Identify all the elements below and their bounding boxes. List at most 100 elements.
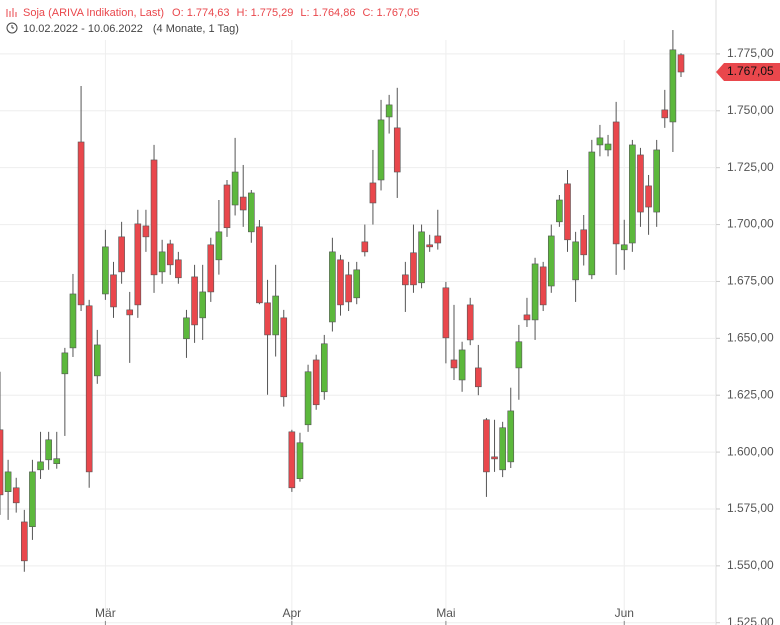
candle-body bbox=[393, 127, 401, 173]
candle-body bbox=[466, 304, 474, 341]
candle-body bbox=[29, 471, 36, 528]
candle-body bbox=[37, 461, 44, 471]
candle-body bbox=[45, 439, 52, 461]
period: (4 Monate, 1 Tag) bbox=[153, 23, 239, 35]
candle-body bbox=[515, 341, 523, 369]
candle-body bbox=[207, 244, 215, 293]
candle-body bbox=[102, 246, 109, 295]
candle-body bbox=[645, 185, 652, 208]
candle-body bbox=[402, 274, 409, 286]
candle-body bbox=[69, 293, 77, 349]
candle-body bbox=[564, 183, 571, 241]
y-tick-label: 1.625,00 bbox=[727, 387, 774, 401]
candle-body bbox=[604, 143, 612, 151]
candle-body bbox=[312, 359, 320, 406]
candle-body bbox=[304, 371, 312, 426]
candle-body bbox=[377, 119, 385, 181]
candle-body bbox=[612, 121, 620, 245]
candle-body bbox=[539, 266, 547, 306]
x-tick-label: Mär bbox=[95, 606, 116, 620]
candle-body bbox=[507, 410, 515, 463]
candle-body bbox=[588, 151, 596, 276]
y-tick-label: 1.775,00 bbox=[727, 46, 774, 60]
clock-icon bbox=[6, 22, 18, 34]
candle-body bbox=[677, 54, 685, 73]
y-tick-label: 1.650,00 bbox=[727, 330, 774, 344]
candle-body bbox=[77, 141, 85, 306]
candle-body bbox=[158, 251, 166, 273]
candle-body bbox=[134, 223, 142, 306]
candle-body bbox=[499, 427, 506, 471]
y-tick-label: 1.750,00 bbox=[727, 103, 774, 117]
candle-body bbox=[661, 109, 669, 119]
y-tick-label: 1.575,00 bbox=[727, 501, 774, 515]
candle-body bbox=[434, 235, 442, 244]
candle-body bbox=[110, 274, 117, 308]
candle-body bbox=[596, 137, 604, 146]
candle-body bbox=[385, 104, 393, 118]
candle-body bbox=[166, 243, 174, 266]
last-price-marker bbox=[716, 63, 780, 82]
last-price-label: 1.767,05 bbox=[727, 64, 774, 78]
candle-body bbox=[426, 244, 433, 248]
candle-body bbox=[0, 429, 4, 496]
candle-body bbox=[458, 349, 466, 381]
candle-body bbox=[85, 305, 93, 473]
candle-body bbox=[410, 252, 417, 286]
candle-body bbox=[620, 244, 628, 251]
candle-body bbox=[669, 49, 677, 123]
candle-body bbox=[580, 229, 588, 256]
candle-body bbox=[572, 241, 579, 281]
candle-body bbox=[556, 199, 563, 223]
y-tick-label: 1.550,00 bbox=[727, 558, 774, 572]
candle-body bbox=[231, 171, 239, 206]
candle-body bbox=[264, 302, 271, 336]
candle-body bbox=[329, 251, 336, 323]
candle-body bbox=[337, 259, 344, 306]
x-tick-label: Jun bbox=[615, 606, 634, 620]
candle-body bbox=[531, 263, 539, 321]
candle-body bbox=[118, 236, 125, 273]
y-tick-label: 1.700,00 bbox=[727, 217, 774, 231]
ohlc-value: L: 1.764,86 bbox=[300, 7, 355, 19]
candle-body bbox=[93, 344, 101, 377]
candle-body bbox=[183, 317, 190, 340]
x-tick-label: Mai bbox=[436, 606, 455, 620]
candle-body bbox=[223, 184, 231, 229]
candle-body bbox=[248, 192, 255, 233]
x-tick-label: Apr bbox=[283, 606, 302, 620]
y-tick-label: 1.725,00 bbox=[727, 160, 774, 174]
candle-body bbox=[296, 442, 304, 480]
candle-body bbox=[288, 431, 296, 489]
y-tick-label: 1.600,00 bbox=[727, 444, 774, 458]
candle-body bbox=[345, 274, 352, 303]
candle-body bbox=[450, 359, 458, 369]
candle-body bbox=[61, 352, 69, 375]
candle-body bbox=[199, 291, 206, 319]
candle-body bbox=[175, 259, 182, 279]
candle-body bbox=[320, 343, 328, 393]
y-tick-label: 1.525,00 bbox=[727, 615, 774, 625]
candle-body bbox=[637, 154, 644, 213]
candle-body bbox=[21, 521, 28, 562]
candle-body bbox=[126, 309, 134, 316]
candle-body bbox=[272, 295, 279, 336]
candle-body bbox=[150, 159, 158, 276]
candle-body bbox=[280, 317, 288, 398]
candle-body bbox=[369, 182, 377, 204]
ohlc-value: H: 1.775,29 bbox=[237, 7, 294, 19]
ohlc-value: O: 1.774,63 bbox=[172, 7, 230, 19]
candle-body bbox=[442, 287, 450, 339]
candle-body bbox=[4, 471, 12, 492]
candle-body bbox=[53, 458, 61, 464]
candle-body bbox=[256, 226, 263, 304]
candle-body bbox=[653, 149, 660, 213]
candle-body bbox=[353, 269, 361, 299]
header-icon bbox=[6, 8, 17, 17]
candle-body bbox=[142, 225, 150, 238]
candle-body bbox=[491, 456, 498, 460]
date-range: 10.02.2022 - 10.06.2022 bbox=[23, 23, 143, 35]
candle-body bbox=[475, 367, 482, 388]
